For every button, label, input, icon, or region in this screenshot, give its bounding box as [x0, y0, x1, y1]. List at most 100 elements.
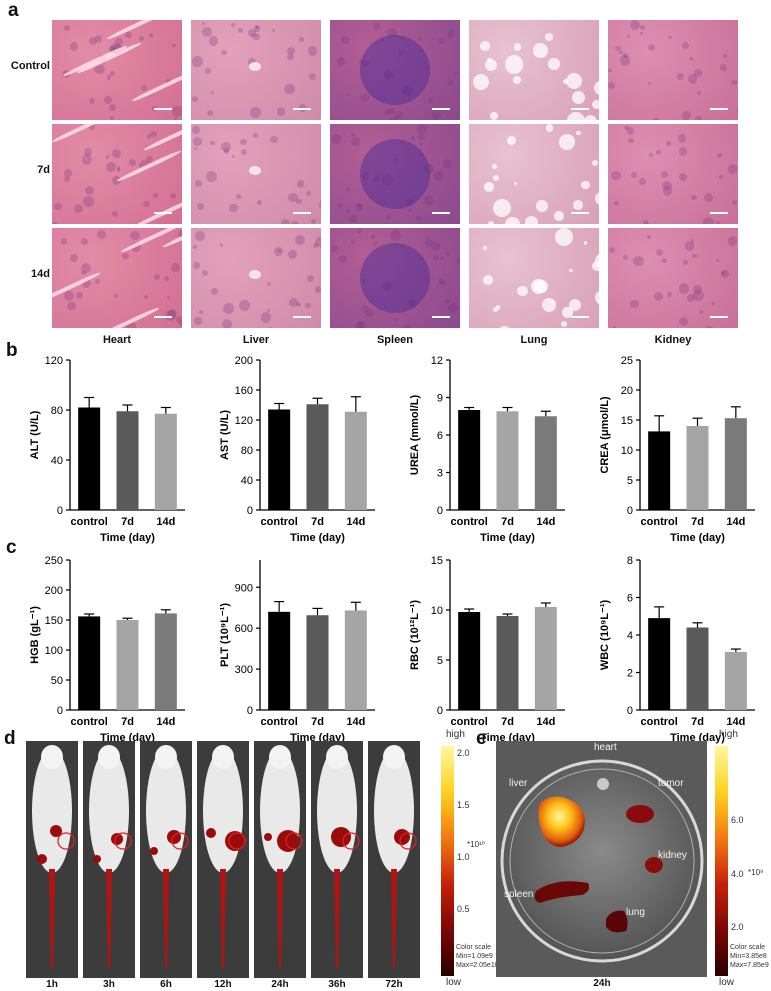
bar-control	[78, 407, 101, 510]
mouse-image-3h	[83, 741, 135, 978]
x-tick-label-14d: 14d	[346, 716, 365, 728]
y-tick-label: 80	[51, 405, 63, 417]
mouse-image-72h	[368, 741, 420, 978]
timepoint-label-1h: 1h	[46, 979, 58, 990]
bar-14d	[344, 411, 367, 510]
panel-letter-c: c	[6, 537, 17, 558]
row-label-7d: 7d	[37, 164, 50, 176]
x-tick-label-control: control	[261, 516, 298, 528]
bar-7d	[686, 627, 709, 710]
y-axis-title: ALT (U/L)	[29, 410, 41, 459]
y-tick-label: 15	[621, 415, 633, 427]
organ-label-spleen: spleen	[504, 889, 534, 900]
tile-liver-14d	[191, 228, 321, 328]
y-tick-label: 150	[45, 615, 63, 627]
colorbar-d-tick-2-0: 2.0	[457, 748, 470, 758]
y-tick-label: 40	[241, 475, 253, 487]
x-tick-label-14d: 14d	[536, 516, 555, 528]
x-tick-label-7d: 7d	[501, 516, 514, 528]
x-tick-label-7d: 7d	[311, 716, 324, 728]
y-tick-label: 12	[431, 355, 443, 367]
mouse-image-1h	[26, 741, 78, 978]
y-tick-label: 200	[45, 585, 63, 597]
colorbar-d-low: low	[446, 977, 462, 988]
kidney-organ	[645, 857, 663, 873]
x-axis-title: Time (day)	[480, 532, 535, 544]
y-tick-label: 0	[57, 505, 63, 517]
tile-heart-14d	[52, 228, 182, 328]
x-axis-title: Time (day)	[670, 532, 725, 544]
organ-label-tumor: tumor	[658, 778, 684, 789]
tile-lung-7d	[469, 124, 599, 224]
lung-organ	[606, 910, 628, 933]
y-axis-title: HGB (gL⁻¹)	[29, 606, 41, 664]
y-tick-label: 0	[437, 705, 443, 717]
tile-kidney-14d	[608, 228, 738, 328]
y-tick-label: 0	[57, 705, 63, 717]
organ-label-kidney: kidney	[658, 850, 687, 861]
bar-control	[78, 616, 101, 710]
organ-label-liver: liver	[509, 778, 528, 789]
y-tick-label: 5	[627, 475, 633, 487]
x-axis-title: Time (day)	[290, 532, 345, 544]
y-tick-label: 3	[437, 468, 443, 480]
y-tick-label: 0	[627, 505, 633, 517]
tile-lung-14d	[469, 228, 599, 328]
colorbar-e-low: low	[719, 977, 735, 988]
x-tick-label-7d: 7d	[691, 516, 704, 528]
tumor-organ	[626, 805, 654, 823]
x-tick-label-control: control	[451, 716, 488, 728]
bar-14d	[724, 651, 747, 710]
x-tick-label-14d: 14d	[156, 716, 175, 728]
x-tick-label-7d: 7d	[501, 716, 514, 728]
y-tick-label: 100	[45, 645, 63, 657]
x-axis-title: Time (day)	[100, 532, 155, 544]
x-tick-label-control: control	[641, 516, 678, 528]
heart-organ	[597, 778, 609, 790]
panel-letter-b: b	[6, 340, 18, 361]
y-tick-label: 15	[431, 555, 443, 567]
colorbar-e-scale-line-3: Max=7.85e9	[730, 962, 769, 969]
x-tick-label-14d: 14d	[536, 716, 555, 728]
tile-liver-7d	[191, 124, 321, 224]
colorbar-d-tick-0-5: 0.5	[457, 904, 470, 914]
organ-label-lung: lung	[626, 907, 645, 918]
x-tick-label-7d: 7d	[121, 716, 134, 728]
colorbar-d-scale-line-1: Color scale	[456, 944, 492, 951]
y-tick-label: 160	[235, 385, 253, 397]
spleen-organ	[534, 881, 590, 903]
colorbar-e-tick-6-0: 6.0	[731, 815, 744, 825]
col-label-kidney: Kidney	[654, 334, 692, 346]
y-tick-label: 9	[437, 393, 443, 405]
colorbar-e-unit: *10⁹	[748, 868, 764, 877]
y-tick-label: 40	[51, 455, 63, 467]
tile-kidney-7d	[608, 124, 738, 224]
tile-spleen-control	[330, 20, 460, 120]
petri-dish	[496, 741, 707, 977]
y-tick-label: 0	[627, 705, 633, 717]
x-tick-label-14d: 14d	[346, 516, 365, 528]
liver-organ	[538, 796, 585, 847]
bar-7d	[306, 615, 329, 710]
x-tick-label-control: control	[71, 716, 108, 728]
y-axis-title: WBC (10⁹L⁻¹)	[599, 600, 611, 671]
x-tick-label-control: control	[641, 716, 678, 728]
timepoint-label-72h: 72h	[385, 979, 403, 990]
tile-heart-7d	[52, 124, 182, 224]
x-tick-label-7d: 7d	[691, 716, 704, 728]
y-tick-label: 80	[241, 445, 253, 457]
y-tick-label: 2	[627, 668, 633, 680]
x-tick-label-control: control	[451, 516, 488, 528]
bar-7d	[116, 620, 139, 710]
x-tick-label-14d: 14d	[726, 716, 745, 728]
y-tick-label: 900	[235, 582, 253, 594]
bar-control	[268, 611, 291, 710]
y-tick-label: 25	[621, 355, 633, 367]
y-axis-title: RBC (10¹²L⁻¹)	[409, 600, 421, 670]
bar-7d	[496, 616, 519, 710]
bar-control	[648, 618, 671, 710]
mouse-image-24h	[254, 741, 306, 978]
